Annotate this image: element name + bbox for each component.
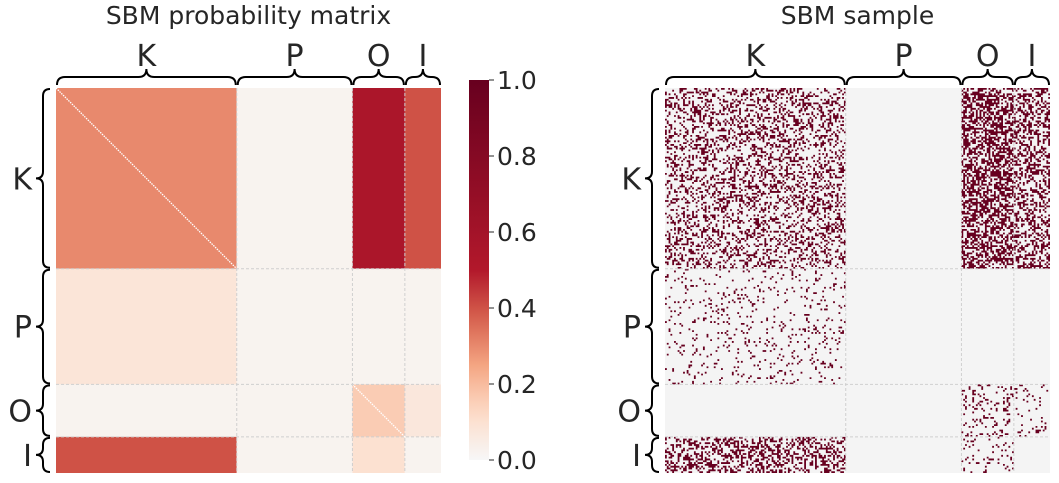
block-cell-I-K <box>56 436 237 473</box>
top-brace-P <box>845 68 962 86</box>
edges-O-O <box>961 384 1014 437</box>
edges-I-K <box>665 436 846 473</box>
block-cell-K-O <box>352 88 405 269</box>
block-background-O-P <box>845 384 962 437</box>
left-block-label: K <box>621 162 642 197</box>
top-block-label: P <box>286 39 304 74</box>
block-cell-K-I <box>404 88 441 269</box>
edges-I-O <box>961 436 1014 473</box>
block-background-O-K <box>665 384 846 437</box>
left-block-label: K <box>12 162 33 197</box>
top-block-label: O <box>367 39 391 74</box>
top-brace-I <box>1013 68 1050 86</box>
top-brace-I <box>404 68 441 86</box>
block-background-K-P <box>845 88 962 269</box>
left-brace-K <box>644 88 660 269</box>
chart-title: SBM probability matrix <box>106 1 391 30</box>
left-brace-I <box>644 436 660 473</box>
top-brace-O <box>352 68 405 86</box>
top-block-label: P <box>895 39 913 74</box>
block-background-I-P <box>845 436 962 473</box>
left-block-label: P <box>623 311 641 346</box>
left-block-label: O <box>8 395 32 430</box>
edges-K-O <box>961 88 1014 269</box>
top-block-label: I <box>1027 39 1036 74</box>
block-cell-P-I <box>404 268 441 385</box>
block-cell-O-I <box>404 384 441 437</box>
block-cell-O-P <box>236 384 353 437</box>
top-block-label: K <box>746 39 767 74</box>
edges-K-K <box>665 88 846 269</box>
block-cell-I-I <box>404 436 441 473</box>
block-cell-P-O <box>352 268 405 385</box>
top-block-label: K <box>137 39 158 74</box>
left-brace-P <box>35 268 51 385</box>
top-block-label: I <box>418 39 427 74</box>
left-brace-K <box>35 88 51 269</box>
top-brace-O <box>961 68 1014 86</box>
left-block-label: P <box>14 311 32 346</box>
colorbar-tick-label: 0.4 <box>497 294 537 323</box>
block-cell-I-P <box>236 436 353 473</box>
block-grid <box>56 88 441 473</box>
block-background-P-O <box>961 268 1014 385</box>
colorbar-tick-label: 1.0 <box>497 66 537 95</box>
block-cell-P-K <box>56 268 237 385</box>
left-block-label: I <box>23 439 32 474</box>
left-block-label: O <box>617 395 641 430</box>
block-cell-O-O <box>352 384 405 437</box>
top-brace-P <box>236 68 353 86</box>
colorbar-tick-label: 0.2 <box>497 370 537 399</box>
block-background-P-I <box>1013 268 1050 385</box>
edges-O-I <box>1013 384 1049 437</box>
matrix-cells <box>665 88 1050 473</box>
matrix-cells <box>56 88 441 473</box>
colorbar-gradient <box>469 80 489 460</box>
left-brace-P <box>644 268 660 385</box>
edges-P-K <box>665 268 846 385</box>
left-brace-O <box>35 384 51 437</box>
top-block-label: O <box>976 39 1000 74</box>
colorbar-tick-label: 0.0 <box>497 446 537 475</box>
colorbar: 0.0 0.2 0.4 0.6 0.8 1.0 <box>469 66 537 475</box>
chart-title: SBM sample <box>781 1 934 30</box>
block-cell-K-P <box>236 88 353 269</box>
colorbar-tick-label: 0.8 <box>497 142 537 171</box>
block-grid <box>665 88 1050 473</box>
diagonal-K <box>55 87 238 270</box>
colorbar-tick-label: 0.6 <box>497 218 537 247</box>
left-block-label: I <box>632 439 641 474</box>
block-cell-P-P <box>236 268 353 385</box>
left-brace-I <box>35 436 51 473</box>
edges-K-I <box>1013 88 1050 269</box>
block-cell-I-O <box>352 436 405 473</box>
left-brace-O <box>644 384 660 437</box>
top-brace-K <box>56 68 237 86</box>
top-brace-K <box>665 68 846 86</box>
block-background-P-P <box>845 268 962 385</box>
block-cell-O-K <box>56 384 237 437</box>
block-background-I-I <box>1013 436 1050 473</box>
